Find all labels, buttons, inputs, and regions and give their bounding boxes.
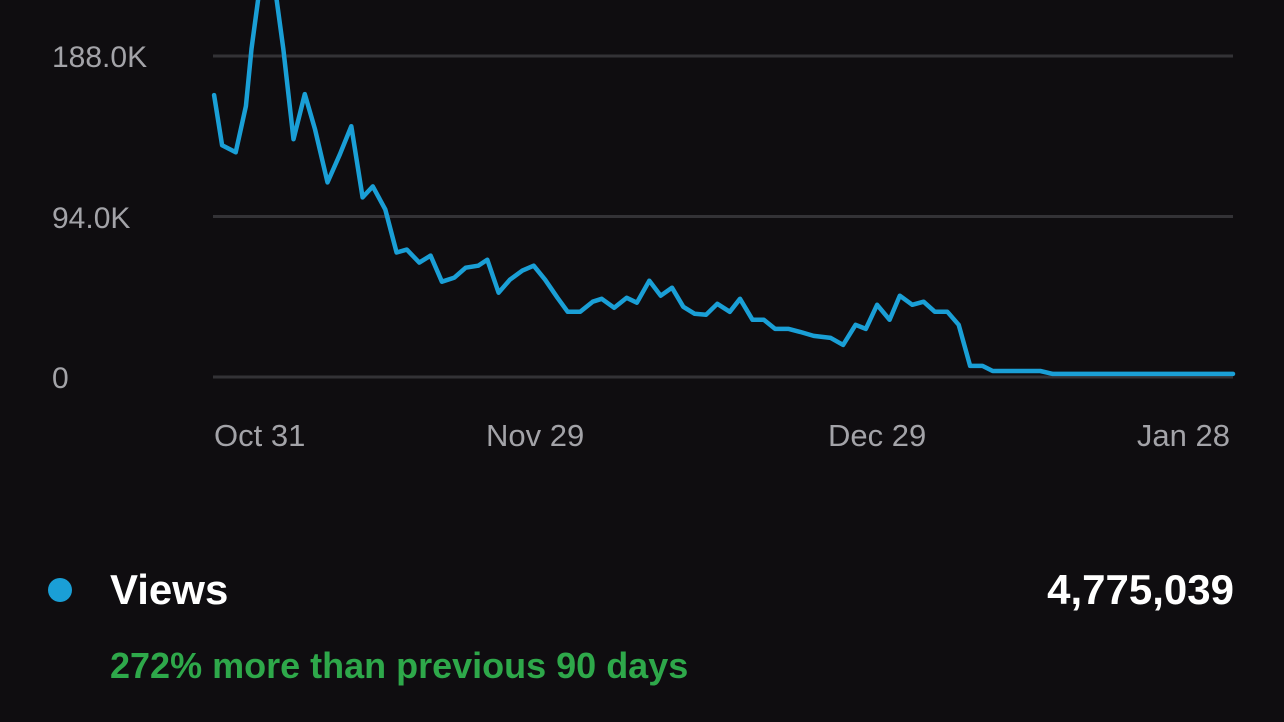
views-total: 4,775,039 bbox=[1047, 566, 1234, 613]
x-tick-label: Oct 31 bbox=[214, 418, 306, 453]
legend-label-views: Views bbox=[110, 566, 229, 613]
comparison-text: 272% more than previous 90 days bbox=[110, 645, 689, 686]
y-tick-label: 94.0K bbox=[52, 202, 131, 235]
legend-dot-views bbox=[48, 578, 72, 602]
y-tick-label: 0 bbox=[52, 362, 69, 395]
x-tick-label: Dec 29 bbox=[828, 418, 927, 453]
x-tick-label: Nov 29 bbox=[486, 418, 585, 453]
series-line-views bbox=[211, 0, 1236, 377]
x-tick-label: Jan 28 bbox=[1136, 418, 1230, 453]
y-tick-label: 188.0K bbox=[52, 41, 148, 74]
